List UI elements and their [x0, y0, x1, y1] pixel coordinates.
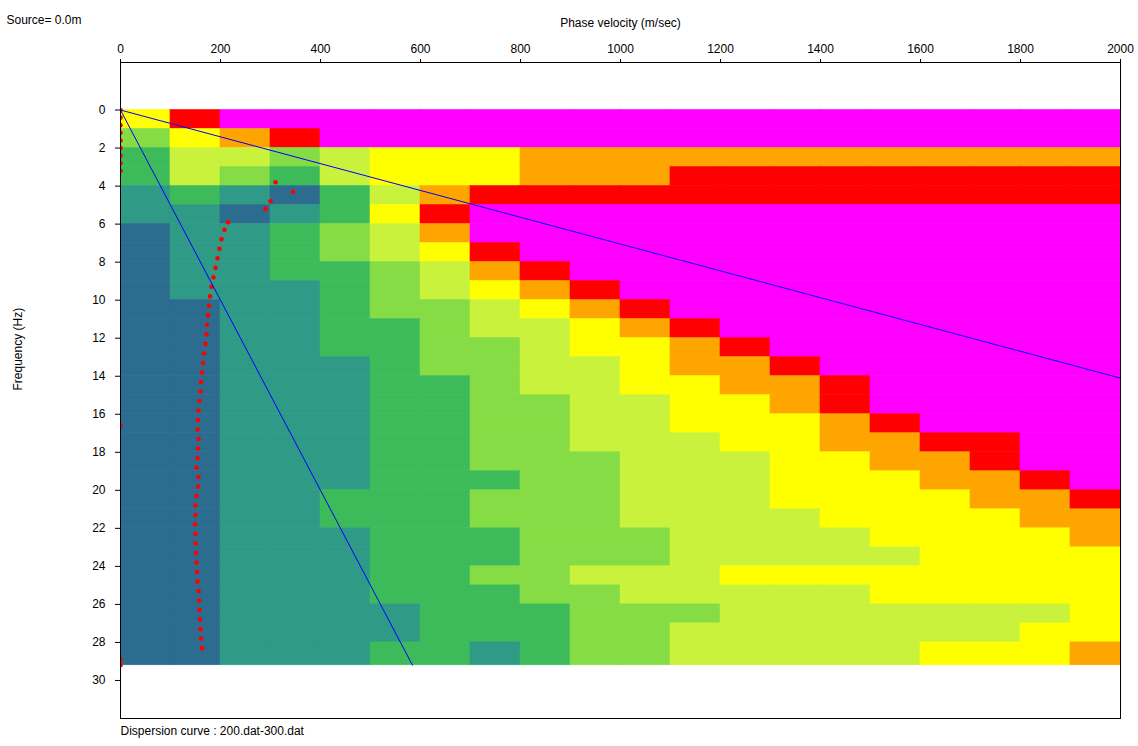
svg-text:10: 10 — [92, 293, 106, 307]
svg-text:8: 8 — [99, 255, 106, 269]
svg-text:200: 200 — [210, 42, 230, 56]
svg-text:12: 12 — [92, 331, 106, 345]
svg-text:28: 28 — [92, 635, 106, 649]
svg-text:0: 0 — [117, 42, 124, 56]
svg-text:20: 20 — [92, 483, 106, 497]
svg-text:1200: 1200 — [707, 42, 734, 56]
svg-text:4: 4 — [99, 179, 106, 193]
svg-text:Frequency (Hz): Frequency (Hz) — [11, 308, 25, 391]
svg-text:600: 600 — [410, 42, 430, 56]
svg-text:16: 16 — [92, 407, 106, 421]
svg-text:0: 0 — [99, 103, 106, 117]
svg-text:22: 22 — [92, 521, 106, 535]
svg-text:800: 800 — [510, 42, 530, 56]
svg-text:30: 30 — [92, 673, 106, 687]
svg-text:1600: 1600 — [907, 42, 934, 56]
svg-text:18: 18 — [92, 445, 106, 459]
svg-text:6: 6 — [99, 217, 106, 231]
svg-text:1400: 1400 — [807, 42, 834, 56]
svg-text:2: 2 — [99, 141, 106, 155]
svg-text:1800: 1800 — [1007, 42, 1034, 56]
svg-text:Phase velocity (m/sec): Phase velocity (m/sec) — [560, 16, 681, 30]
svg-text:2000: 2000 — [1107, 42, 1134, 56]
svg-text:400: 400 — [310, 42, 330, 56]
svg-text:Source= 0.0m: Source= 0.0m — [7, 13, 82, 27]
svg-text:14: 14 — [92, 369, 106, 383]
svg-text:24: 24 — [92, 559, 106, 573]
svg-text:1000: 1000 — [607, 42, 634, 56]
svg-text:26: 26 — [92, 597, 106, 611]
svg-text:Dispersion curve : 200.dat-300: Dispersion curve : 200.dat-300.dat — [121, 724, 305, 738]
